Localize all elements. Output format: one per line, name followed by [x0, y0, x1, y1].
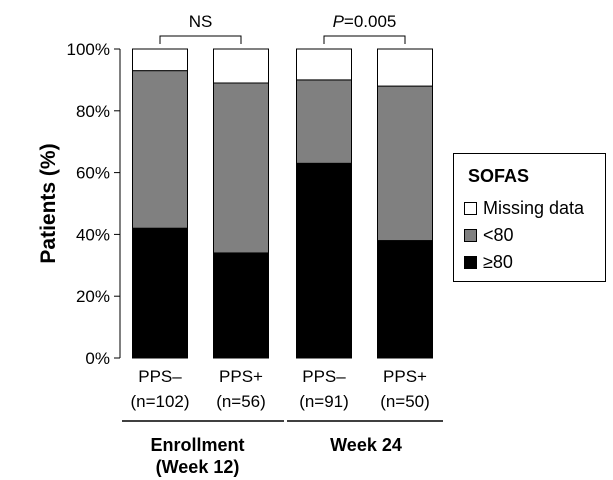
legend-swatch-at-least-80 [464, 256, 477, 269]
bar-segment-below-80 [132, 70, 188, 229]
legend: SOFAS Missing data <80 ≥80 [453, 153, 606, 282]
x-tick-label: PPS+ [383, 367, 427, 386]
y-tick-label: 100% [67, 40, 110, 59]
y-tick-label: 60% [76, 164, 110, 183]
x-tick-n-label: (n=91) [299, 392, 349, 411]
comparison-bracket [323, 35, 406, 44]
comparison-label: NS [189, 12, 213, 31]
bar-segment-at-least-80 [213, 252, 269, 359]
comparison-label: P=0.005 [333, 12, 397, 31]
legend-label-at-least-80: ≥80 [483, 252, 513, 272]
group-label-week24: Week 24 [286, 434, 446, 456]
bar-segment-below-80 [213, 82, 269, 254]
group-label-enrollment-line1: Enrollment [150, 435, 245, 455]
y-tick-label: 0% [85, 349, 110, 368]
legend-item-at-least-80: ≥80 [464, 252, 513, 273]
bar-segment-missing [296, 48, 352, 81]
bar-segment-below-80 [296, 79, 352, 164]
x-tick-label: PPS– [138, 367, 182, 386]
bar-segment-at-least-80 [132, 227, 188, 359]
comparison-bracket [159, 35, 242, 44]
legend-swatch-below-80 [464, 229, 477, 242]
x-tick-label: PPS+ [219, 367, 263, 386]
bar-segment-missing [132, 48, 188, 72]
comparison-label-text: NS [189, 12, 213, 31]
x-tick-label: PPS– [302, 367, 346, 386]
legend-item-missing: Missing data [464, 198, 584, 219]
x-tick-n-label: (n=50) [380, 392, 430, 411]
bar-segment-below-80 [377, 85, 433, 242]
group-label-enrollment: Enrollment (Week 12) [110, 434, 285, 478]
y-axis-title: Patients (%) [37, 143, 60, 263]
y-tick-label: 40% [76, 225, 110, 244]
legend-label-missing: Missing data [483, 198, 585, 218]
group-label-enrollment-line2: (Week 12) [155, 457, 240, 477]
bar-segment-missing [213, 48, 269, 84]
legend-item-below-80: <80 [464, 225, 514, 246]
legend-label-below-80: <80 [483, 225, 514, 245]
legend-title: SOFAS [468, 166, 530, 186]
y-tick-label: 20% [76, 287, 110, 306]
legend-swatch-missing [464, 202, 477, 215]
bar-segment-at-least-80 [377, 240, 433, 359]
y-tick-label: 80% [76, 102, 110, 121]
group-label-week24-line1: Week 24 [330, 435, 402, 455]
bar-segment-at-least-80 [296, 162, 352, 359]
comparison-label-italic: P [333, 12, 345, 31]
x-tick-n-label: (n=102) [130, 392, 189, 411]
bar-segment-missing [377, 48, 433, 87]
x-tick-n-label: (n=56) [216, 392, 266, 411]
comparison-label-text: =0.005 [344, 12, 396, 31]
